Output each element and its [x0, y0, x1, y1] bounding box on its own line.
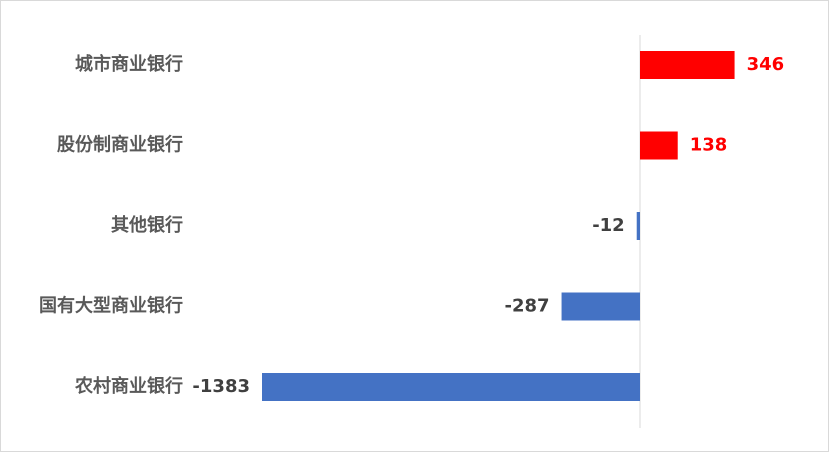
bar — [636, 212, 640, 240]
category-label: 股份制商业银行 — [56, 134, 183, 156]
bar — [561, 292, 640, 321]
category-label: 农村商业银行 — [74, 375, 183, 397]
value-label: 346 — [747, 54, 785, 75]
category-label: 其他银行 — [111, 214, 183, 236]
value-label: -1383 — [192, 376, 250, 397]
bar — [262, 373, 640, 401]
category-label: 城市商业银行 — [75, 53, 183, 75]
value-label: -12 — [592, 215, 625, 236]
value-label: 138 — [690, 135, 728, 156]
bar — [640, 51, 735, 79]
bar — [640, 131, 678, 160]
category-label: 国有大型商业银行 — [39, 295, 183, 317]
value-label: -287 — [505, 296, 550, 317]
